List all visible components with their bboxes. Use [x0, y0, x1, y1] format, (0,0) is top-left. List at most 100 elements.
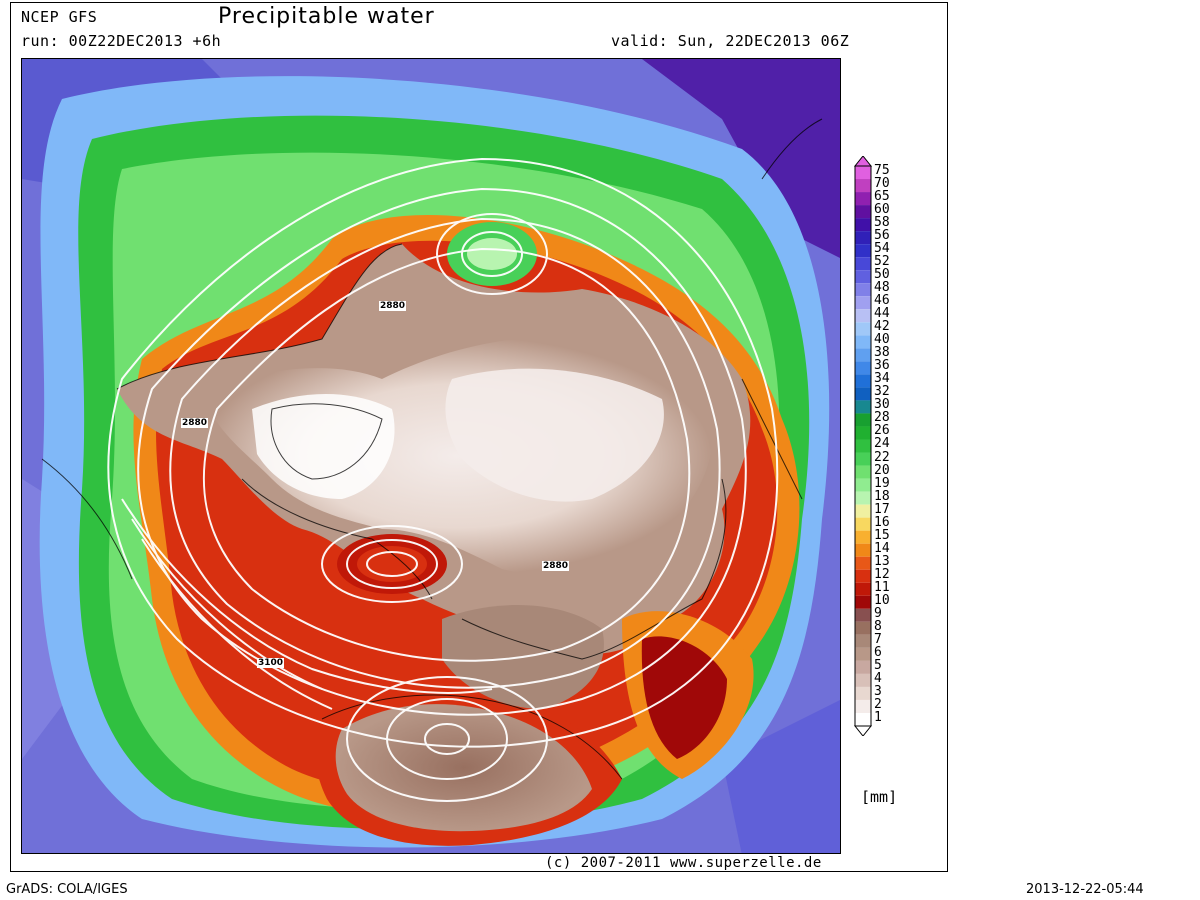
colorbar-swatch — [855, 465, 871, 479]
colorbar-tick-label: 15 — [874, 527, 890, 543]
colorbar-swatch — [855, 192, 871, 206]
colorbar-swatch — [855, 335, 871, 349]
colorbar-swatch — [855, 504, 871, 518]
colorbar-swatch — [855, 387, 871, 401]
colorbar-tick-label: 11 — [874, 579, 890, 595]
colorbar-tick-label: 4 — [874, 670, 882, 686]
contour-label: 2880 — [181, 418, 209, 428]
colorbar-tick-label: 58 — [874, 215, 890, 231]
colorbar-swatch — [855, 569, 871, 583]
colorbar-tick-label: 17 — [874, 501, 890, 517]
colorbar-swatch — [855, 439, 871, 453]
colorbar-swatch — [855, 452, 871, 466]
colorbar-tick-label: 14 — [874, 540, 890, 556]
colorbar-tick-label: 1 — [874, 709, 882, 725]
contour-label: 2880 — [379, 301, 407, 311]
colorbar-swatch — [855, 257, 871, 271]
colorbar-swatch — [855, 491, 871, 505]
colorbar-swatch — [855, 361, 871, 375]
colorbar-tick-label: 34 — [874, 371, 890, 387]
colorbar-tick-label: 16 — [874, 514, 890, 530]
map-graphic — [22, 59, 840, 853]
colorbar-tick-label: 20 — [874, 462, 890, 478]
colorbar-tick-label: 40 — [874, 332, 890, 348]
colorbar-swatch — [855, 374, 871, 388]
colorbar-tick-label: 12 — [874, 566, 890, 582]
colorbar-top-arrow — [853, 156, 873, 167]
colorbar-tick-label: 18 — [874, 488, 890, 504]
colorbar-tick-label: 54 — [874, 241, 890, 257]
colorbar-swatch — [855, 218, 871, 232]
colorbar-tick-label: 44 — [874, 306, 890, 322]
colorbar-tick-label: 10 — [874, 592, 890, 608]
colorbar-tick-label: 75 — [874, 163, 890, 178]
colorbar-tick-label: 6 — [874, 644, 882, 660]
colorbar-tick-label: 42 — [874, 319, 890, 335]
colorbar-swatch — [855, 608, 871, 622]
model-name: NCEP GFS — [21, 8, 98, 26]
colorbar-swatch — [855, 400, 871, 414]
colorbar-swatch — [855, 231, 871, 245]
run-time: run: 00Z22DEC2013 +6h — [21, 32, 222, 50]
colorbar-swatch — [855, 556, 871, 570]
colorbar-swatch — [855, 634, 871, 648]
footer-timestamp: 2013-12-22-05:44 — [1026, 882, 1144, 897]
colorbar-swatch — [855, 699, 871, 713]
colorbar-tick-label: 50 — [874, 267, 890, 283]
colorbar-tick-label: 22 — [874, 449, 890, 465]
colorbar-tick-label: 3 — [874, 683, 882, 699]
colorbar-tick-label: 52 — [874, 254, 890, 270]
colorbar-swatch — [855, 296, 871, 310]
contour-label: 3100 — [257, 658, 285, 668]
colorbar-swatch — [855, 647, 871, 661]
colorbar-tick-label: 26 — [874, 423, 890, 439]
colorbar-tick-label: 2 — [874, 696, 882, 712]
colorbar — [852, 156, 874, 736]
colorbar-swatch — [855, 179, 871, 193]
colorbar-swatch — [855, 660, 871, 674]
colorbar-swatch — [855, 595, 871, 609]
colorbar-swatch — [855, 530, 871, 544]
colorbar-unit: [mm] — [861, 788, 898, 806]
footer-software: GrADS: COLA/IGES — [6, 882, 128, 897]
colorbar-swatch — [855, 686, 871, 700]
contour-label: 2880 — [542, 561, 570, 571]
colorbar-tick-label: 9 — [874, 605, 882, 621]
colorbar-swatch — [855, 166, 871, 180]
colorbar-swatches — [853, 156, 873, 736]
colorbar-tick-label: 32 — [874, 384, 890, 400]
colorbar-tick-label: 36 — [874, 358, 890, 374]
colorbar-tick-label: 28 — [874, 410, 890, 426]
colorbar-swatch — [855, 348, 871, 362]
colorbar-tick-label: 65 — [874, 189, 890, 205]
precipitable-water-map: 2880 2880 2880 3100 — [21, 58, 841, 854]
colorbar-swatch — [855, 205, 871, 219]
colorbar-tick-label: 24 — [874, 436, 890, 452]
copyright: (c) 2007-2011 www.superzelle.de — [545, 855, 822, 871]
colorbar-tick-label: 56 — [874, 228, 890, 244]
colorbar-tick-label: 19 — [874, 475, 890, 491]
colorbar-swatch — [855, 517, 871, 531]
colorbar-swatch — [855, 270, 871, 284]
colorbar-tick-label: 48 — [874, 280, 890, 296]
colorbar-swatch — [855, 244, 871, 258]
colorbar-tick-label: 7 — [874, 631, 882, 647]
colorbar-tick-label: 38 — [874, 345, 890, 361]
colorbar-bottom-arrow — [853, 725, 873, 736]
colorbar-swatch — [855, 322, 871, 336]
colorbar-tick-label: 30 — [874, 397, 890, 413]
colorbar-tick-label: 5 — [874, 657, 882, 673]
colorbar-tick-label: 70 — [874, 176, 890, 192]
colorbar-swatch — [855, 426, 871, 440]
colorbar-tick-label: 13 — [874, 553, 890, 569]
colorbar-tick-label: 46 — [874, 293, 890, 309]
colorbar-swatch — [855, 582, 871, 596]
colorbar-swatch — [855, 283, 871, 297]
colorbar-swatch — [855, 413, 871, 427]
colorbar-swatch — [855, 478, 871, 492]
colorbar-swatch — [855, 673, 871, 687]
colorbar-tick-label: 60 — [874, 202, 890, 218]
valid-time: valid: Sun, 22DEC2013 06Z — [611, 32, 850, 50]
plot-title: Precipitable water — [218, 4, 435, 29]
colorbar-swatch — [855, 712, 871, 726]
